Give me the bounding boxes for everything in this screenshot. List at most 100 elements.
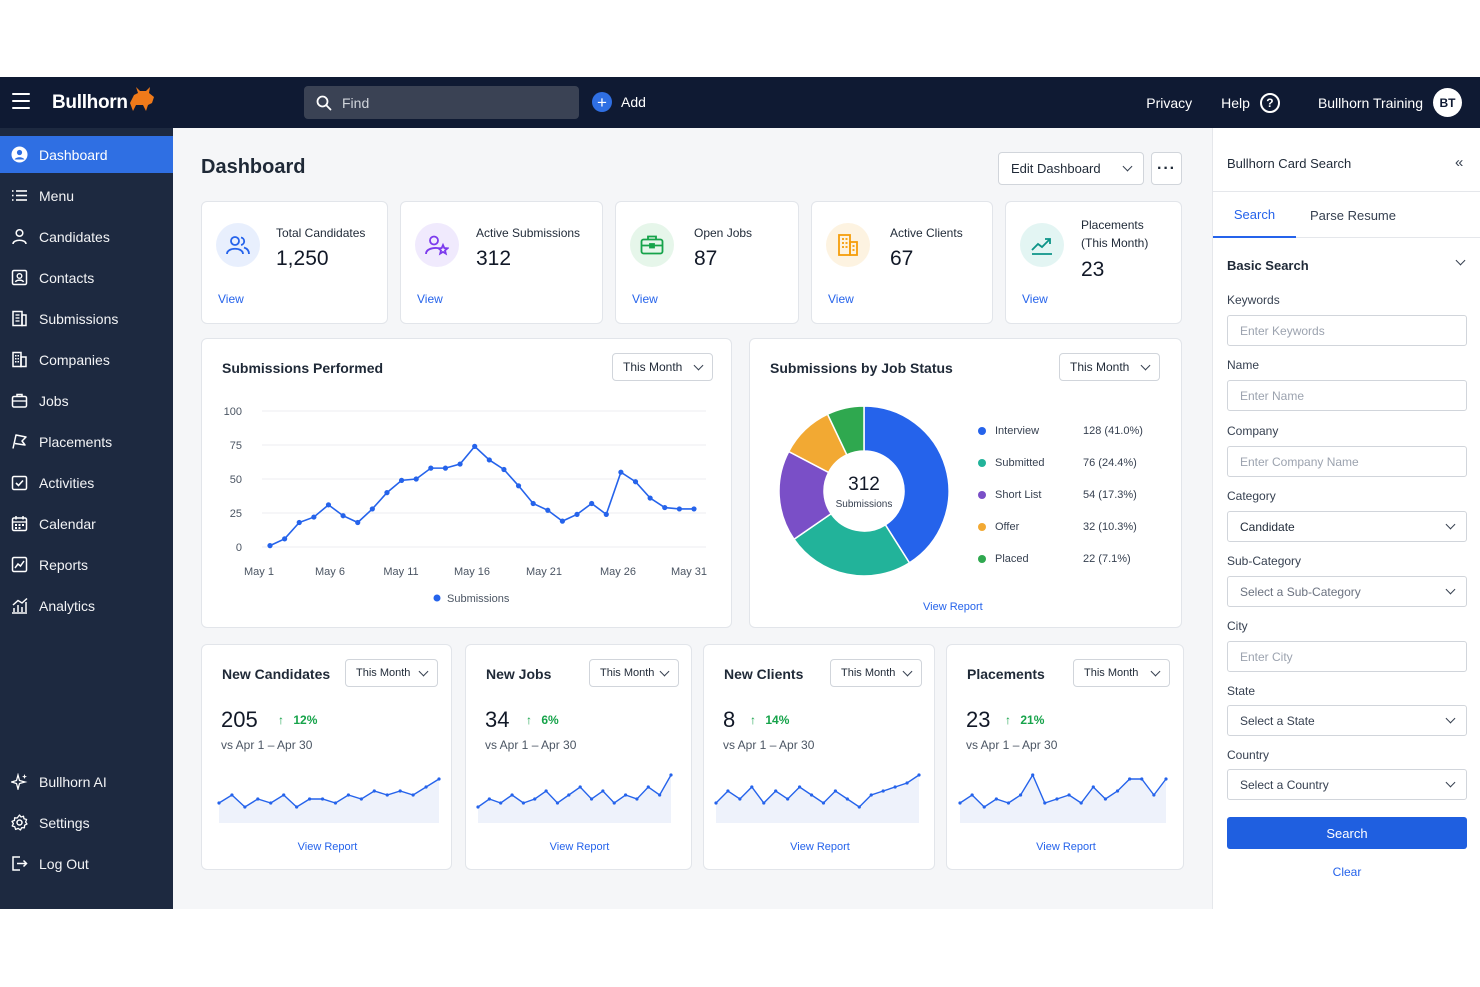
view-link[interactable]: View [417,292,443,306]
data-point [603,511,609,517]
city-input[interactable] [1227,641,1467,672]
sidebar-item-calendar[interactable]: Calendar [0,505,173,542]
privacy-link[interactable]: Privacy [1146,94,1193,111]
view-link[interactable]: View [632,292,658,306]
view-report-link[interactable]: View Report [1036,841,1096,853]
sidebar-item-candidates[interactable]: Candidates [0,218,173,255]
kpi-value: 8 [723,707,736,732]
more-options-button[interactable]: ··· [1151,152,1182,185]
collapse-panel-icon[interactable]: « [1455,154,1464,171]
sparkline-point [917,773,921,777]
basic-search-section[interactable]: Basic Search [1227,258,1309,273]
user-menu[interactable]: Bullhorn Training BT [1318,88,1462,117]
view-link[interactable]: View [1022,292,1048,306]
sparkline-point [411,793,415,797]
sidebar-item-bullhorn-ai[interactable]: Bullhorn AI [0,763,173,800]
sparkline-point [994,797,998,801]
card-title: New Jobs [486,666,552,682]
app-window: Bullhorn + Add Privacy Help ? Bullhorn T… [0,77,1480,909]
find-box[interactable] [304,86,579,119]
y-tick-label: 50 [230,474,242,486]
sidebar-item-menu[interactable]: Menu [0,177,173,214]
sparkline-point [424,785,428,789]
sidebar-item-label: Jobs [39,392,69,409]
view-link[interactable]: View [828,292,854,306]
sidebar-item-reports[interactable]: Reports [0,546,173,583]
chevron-down-icon [659,666,670,676]
sparkline-point [476,805,480,809]
hamburger-icon[interactable] [12,93,30,109]
sidebar-item-placements[interactable]: Placements [0,423,173,460]
trend-up-icon [1020,223,1064,267]
view-report-link[interactable]: View Report [790,841,850,853]
data-point [267,543,273,549]
view-link[interactable]: View [218,292,244,306]
panel-tabs: Search Parse Resume [1213,191,1480,238]
legend-item: Placed 22 (7.1%) [978,551,1131,567]
category-value: Candidate [1240,519,1295,534]
add-button[interactable]: + Add [592,92,646,112]
kpi-value: 23 [966,707,991,732]
period-dropdown[interactable]: This Month [1059,353,1160,381]
tab-parse-resume[interactable]: Parse Resume [1310,207,1396,223]
subcategory-select[interactable]: Select a Sub-Category [1227,576,1467,607]
sidebar-item-submissions[interactable]: Submissions [0,300,173,337]
kpi-range: vs Apr 1 – Apr 30 [221,738,313,752]
sidebar-item-dashboard[interactable]: Dashboard [0,136,173,173]
stat-value: 1,250 [276,247,329,270]
sidebar-item-analytics[interactable]: Analytics [0,587,173,624]
sparkline-point [970,793,974,797]
period-dropdown[interactable]: This Month [345,659,438,687]
brand-logo[interactable]: Bullhorn [52,87,158,119]
name-input[interactable] [1227,380,1467,411]
tab-search[interactable]: Search [1213,192,1296,238]
data-point [428,465,434,471]
category-select[interactable]: Candidate [1227,511,1467,542]
kpi-value: 205 [221,707,258,732]
sparkline-point [437,777,441,781]
sparkline-point [567,793,571,797]
subcategory-label: Sub-Category [1227,554,1302,568]
sparkline-chart [476,773,673,823]
chevron-down-icon[interactable] [1455,255,1466,266]
sparkline-point [1164,777,1168,781]
clear-link[interactable]: Clear [1332,865,1362,879]
find-input[interactable] [342,94,542,111]
search-button[interactable]: Search [1227,817,1467,849]
help-button[interactable]: Help ? [1221,92,1280,113]
sparkline-point [217,801,221,805]
edit-dashboard-button[interactable]: Edit Dashboard [998,152,1144,185]
sidebar-item-label: Dashboard [39,146,108,163]
help-label: Help [1221,94,1250,111]
country-select[interactable]: Select a Country [1227,769,1467,800]
legend-value: 32 (10.3%) [1083,521,1137,533]
view-report-link[interactable]: View Report [923,601,983,613]
period-dropdown[interactable]: This Month [589,659,679,687]
sidebar-item-activities[interactable]: Activities [0,464,173,501]
data-point [501,466,507,473]
sidebar-item-contacts[interactable]: Contacts [0,259,173,296]
view-report-link[interactable]: View Report [297,841,358,853]
period-dropdown[interactable]: This Month [1073,659,1170,687]
data-point [457,461,463,467]
donut-center-label: Submissions [835,499,893,510]
person-icon [12,228,27,245]
period-dropdown[interactable]: This Month [830,659,922,687]
sparkline-point [359,797,363,801]
pie-slice [793,512,911,577]
sidebar-item-companies[interactable]: Companies [0,341,173,378]
period-dropdown[interactable]: This Month [612,353,713,381]
keywords-label: Keywords [1227,293,1280,307]
company-input[interactable] [1227,446,1467,477]
keywords-input[interactable] [1227,315,1467,346]
sidebar-item-jobs[interactable]: Jobs [0,382,173,419]
sidebar-item-settings[interactable]: Settings [0,804,173,841]
data-point [676,506,682,512]
series-line [269,445,694,547]
sidebar-item-label: Bullhorn AI [39,773,107,790]
state-select[interactable]: Select a State [1227,705,1467,736]
stat-value: 23 [1081,258,1105,281]
sparkline-point [269,801,273,805]
sidebar-item-log-out[interactable]: Log Out [0,845,173,882]
view-report-link[interactable]: View Report [549,841,610,853]
